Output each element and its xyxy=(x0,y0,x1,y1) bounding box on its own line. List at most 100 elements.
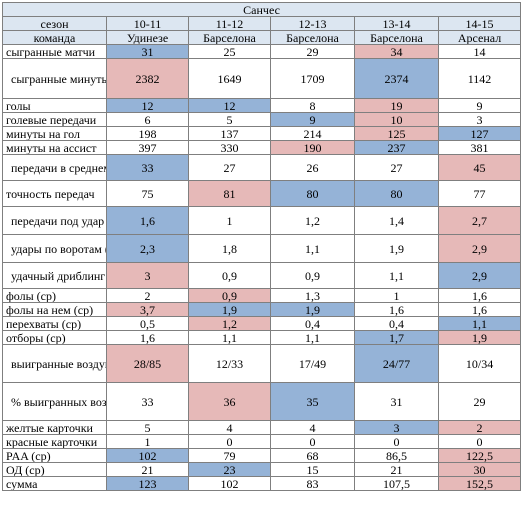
value-cell: 68 xyxy=(270,448,355,463)
value-cell: 2374 xyxy=(354,58,439,99)
value-cell: 33 xyxy=(106,382,189,421)
table-row: удачный дриблинг (ср)30,90,91,12,9 xyxy=(2,262,522,289)
table-row: выигранные воздушные единоборства28/8512… xyxy=(2,344,522,383)
value-cell: 397 xyxy=(106,140,189,155)
row-label: минуты на гол xyxy=(2,126,107,141)
value-cell: 80 xyxy=(270,180,355,207)
table-row: сумма 123 102 83 107,5 152,5 xyxy=(2,476,522,491)
team-cell: Барселона xyxy=(270,30,355,45)
row-label: удары по воротам (ср) xyxy=(2,234,107,263)
value-cell: 1,9 xyxy=(270,302,355,317)
value-cell: 28/85 xyxy=(106,344,189,383)
value-cell: 4 xyxy=(270,420,355,435)
value-cell: 214 xyxy=(270,126,355,141)
row-label: передачи в среднем за матч xyxy=(2,154,107,181)
value-cell: 1,3 xyxy=(270,288,355,303)
value-cell: 1,9 xyxy=(354,234,439,263)
value-cell: 79 xyxy=(188,448,271,463)
value-cell: 0,4 xyxy=(354,316,439,331)
row-label: минуты на ассист xyxy=(2,140,107,155)
value-cell: 1,9 xyxy=(188,302,271,317)
value-cell: 27 xyxy=(188,154,271,181)
team-label: команда xyxy=(2,30,107,45)
value-cell: 31 xyxy=(354,382,439,421)
table-title: Санчес xyxy=(1,2,522,17)
row-label: желтые карточки xyxy=(2,420,107,435)
row-label: ОД (ср) xyxy=(2,462,107,477)
value-cell: 3,7 xyxy=(106,302,189,317)
row-label: фолы на нем (ср) xyxy=(2,302,107,317)
row-label: PAA (ср) xyxy=(2,448,107,463)
value-cell: 122,5 xyxy=(437,448,522,463)
table-row: перехваты (ср) 0,5 1,2 0,4 0,4 1,1 xyxy=(2,316,522,331)
table-row: отборы (ср) 1,6 1,1 1,1 1,7 1,9 xyxy=(2,330,522,345)
value-cell: 1,8 xyxy=(188,234,271,263)
value-cell: 1,6 xyxy=(106,206,189,235)
row-label: выигранные воздушные единоборства xyxy=(2,344,107,383)
table-row: передачи в среднем за матч3327262745 xyxy=(2,154,522,181)
value-cell: 330 xyxy=(188,140,271,155)
value-cell: 1 xyxy=(106,434,189,449)
row-label: передачи под удар (ср*) xyxy=(2,206,107,235)
value-cell: 0 xyxy=(437,434,522,449)
value-cell: 26 xyxy=(270,154,355,181)
value-cell: 17/49 xyxy=(270,344,355,383)
value-cell: 9 xyxy=(437,98,522,113)
value-cell: 5 xyxy=(106,420,189,435)
value-cell: 35 xyxy=(270,382,355,421)
value-cell: 25 xyxy=(188,44,271,59)
value-cell: 0 xyxy=(354,434,439,449)
value-cell: 45 xyxy=(437,154,522,181)
team-cell: Барселона xyxy=(354,30,439,45)
value-cell: 102 xyxy=(188,476,271,491)
value-cell: 1142 xyxy=(437,58,522,99)
value-cell: 1,6 xyxy=(354,302,439,317)
value-cell: 12/33 xyxy=(188,344,271,383)
table-row: минуты на ассист 397 330 190 237 381 xyxy=(2,140,522,155)
season-cell: 13-14 xyxy=(354,16,439,31)
value-cell: 1,6 xyxy=(437,288,522,303)
value-cell: 190 xyxy=(270,140,355,155)
value-cell: 1,6 xyxy=(437,302,522,317)
value-cell: 0 xyxy=(270,434,355,449)
table-row: фолы (ср) 2 0,9 1,3 1 1,6 xyxy=(2,288,522,303)
value-cell: 36 xyxy=(188,382,271,421)
value-cell: 23 xyxy=(188,462,271,477)
value-cell: 19 xyxy=(354,98,439,113)
value-cell: 8 xyxy=(270,98,355,113)
season-label: сезон xyxy=(2,16,107,31)
team-cell: Арсенал xyxy=(437,30,522,45)
value-cell: 2,3 xyxy=(106,234,189,263)
value-cell: 21 xyxy=(354,462,439,477)
value-cell: 1,2 xyxy=(188,316,271,331)
value-cell: 1,4 xyxy=(354,206,439,235)
row-label: фолы (ср) xyxy=(2,288,107,303)
value-cell: 2,7 xyxy=(437,206,522,235)
value-cell: 15 xyxy=(270,462,355,477)
row-label: голевые передачи xyxy=(2,112,107,127)
team-cell: Удинезе xyxy=(106,30,189,45)
value-cell: 198 xyxy=(106,126,189,141)
value-cell: 81 xyxy=(188,180,271,207)
value-cell: 1,1 xyxy=(354,262,439,289)
value-cell: 0 xyxy=(188,434,271,449)
value-cell: 1,1 xyxy=(188,330,271,345)
value-cell: 27 xyxy=(354,154,439,181)
season-cell: 11-12 xyxy=(188,16,271,31)
value-cell: 2 xyxy=(106,288,189,303)
value-cell: 0,9 xyxy=(188,288,271,303)
value-cell: 31 xyxy=(106,44,189,59)
row-label: точность передач xyxy=(2,180,107,207)
table-row: желтые карточки 5 4 4 3 2 xyxy=(2,420,522,435)
value-cell: 1,2 xyxy=(270,206,355,235)
table-row: фолы на нем (ср) 3,7 1,9 1,9 1,6 1,6 xyxy=(2,302,522,317)
value-cell: 0,9 xyxy=(188,262,271,289)
value-cell: 1709 xyxy=(270,58,355,99)
table-row: красные карточки 1 0 0 0 0 xyxy=(2,434,522,449)
title-row: Санчес xyxy=(1,2,522,17)
value-cell: 0,9 xyxy=(270,262,355,289)
table-row: сыгранные минуты 2382 1649 1709 2374 1142 xyxy=(2,58,522,99)
stats-table: Санчес сезон 10-11 11-12 12-13 13-14 14-… xyxy=(1,2,522,491)
value-cell: 0,4 xyxy=(270,316,355,331)
table-row: сыгранные матчи 31 25 29 34 14 xyxy=(2,44,522,59)
